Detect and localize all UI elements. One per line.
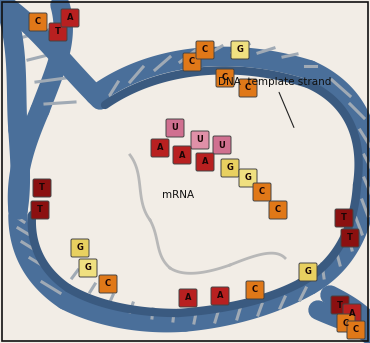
FancyBboxPatch shape — [239, 169, 257, 187]
Text: U: U — [172, 123, 178, 132]
FancyBboxPatch shape — [239, 79, 257, 97]
FancyBboxPatch shape — [31, 201, 49, 219]
FancyBboxPatch shape — [343, 304, 361, 322]
FancyBboxPatch shape — [246, 281, 264, 299]
FancyBboxPatch shape — [79, 259, 97, 277]
Text: G: G — [245, 174, 252, 182]
Text: C: C — [343, 319, 349, 328]
Text: C: C — [202, 46, 208, 55]
FancyBboxPatch shape — [183, 53, 201, 71]
FancyBboxPatch shape — [253, 183, 271, 201]
FancyBboxPatch shape — [33, 179, 51, 197]
FancyBboxPatch shape — [49, 23, 67, 41]
FancyBboxPatch shape — [166, 119, 184, 137]
FancyBboxPatch shape — [29, 13, 47, 31]
Text: A: A — [157, 143, 163, 153]
Text: G: G — [77, 244, 84, 252]
Text: C: C — [222, 73, 228, 83]
Text: C: C — [259, 188, 265, 197]
Text: C: C — [353, 326, 359, 334]
Text: C: C — [189, 58, 195, 67]
FancyBboxPatch shape — [61, 9, 79, 27]
Text: C: C — [275, 205, 281, 214]
Text: C: C — [245, 83, 251, 93]
Text: U: U — [219, 141, 225, 150]
Text: T: T — [341, 213, 347, 223]
FancyBboxPatch shape — [196, 41, 214, 59]
Text: G: G — [305, 268, 312, 276]
FancyBboxPatch shape — [211, 287, 229, 305]
Text: A: A — [349, 308, 355, 318]
FancyBboxPatch shape — [335, 209, 353, 227]
FancyBboxPatch shape — [269, 201, 287, 219]
FancyBboxPatch shape — [347, 321, 365, 339]
Text: A: A — [185, 294, 191, 303]
Text: A: A — [179, 151, 185, 159]
FancyBboxPatch shape — [331, 296, 349, 314]
FancyBboxPatch shape — [151, 139, 169, 157]
Text: U: U — [196, 135, 204, 144]
Text: C: C — [35, 17, 41, 26]
FancyBboxPatch shape — [221, 159, 239, 177]
FancyBboxPatch shape — [337, 314, 355, 332]
Text: G: G — [226, 164, 233, 173]
Text: T: T — [39, 184, 45, 192]
Text: T: T — [55, 27, 61, 36]
Text: A: A — [217, 292, 223, 300]
Text: mRNA: mRNA — [162, 190, 194, 200]
FancyBboxPatch shape — [299, 263, 317, 281]
Text: T: T — [337, 300, 343, 309]
FancyBboxPatch shape — [179, 289, 197, 307]
FancyBboxPatch shape — [99, 275, 117, 293]
Text: C: C — [105, 280, 111, 288]
FancyBboxPatch shape — [173, 146, 191, 164]
FancyBboxPatch shape — [231, 41, 249, 59]
FancyBboxPatch shape — [191, 131, 209, 149]
Text: G: G — [85, 263, 91, 272]
Text: T: T — [347, 234, 353, 243]
Text: T: T — [37, 205, 43, 214]
Text: C: C — [252, 285, 258, 295]
Text: G: G — [236, 46, 243, 55]
FancyBboxPatch shape — [213, 136, 231, 154]
FancyBboxPatch shape — [341, 229, 359, 247]
FancyBboxPatch shape — [216, 69, 234, 87]
FancyBboxPatch shape — [196, 153, 214, 171]
Text: A: A — [202, 157, 208, 166]
Text: A: A — [67, 13, 73, 23]
Text: DNA  template strand: DNA template strand — [218, 77, 332, 128]
FancyBboxPatch shape — [71, 239, 89, 257]
